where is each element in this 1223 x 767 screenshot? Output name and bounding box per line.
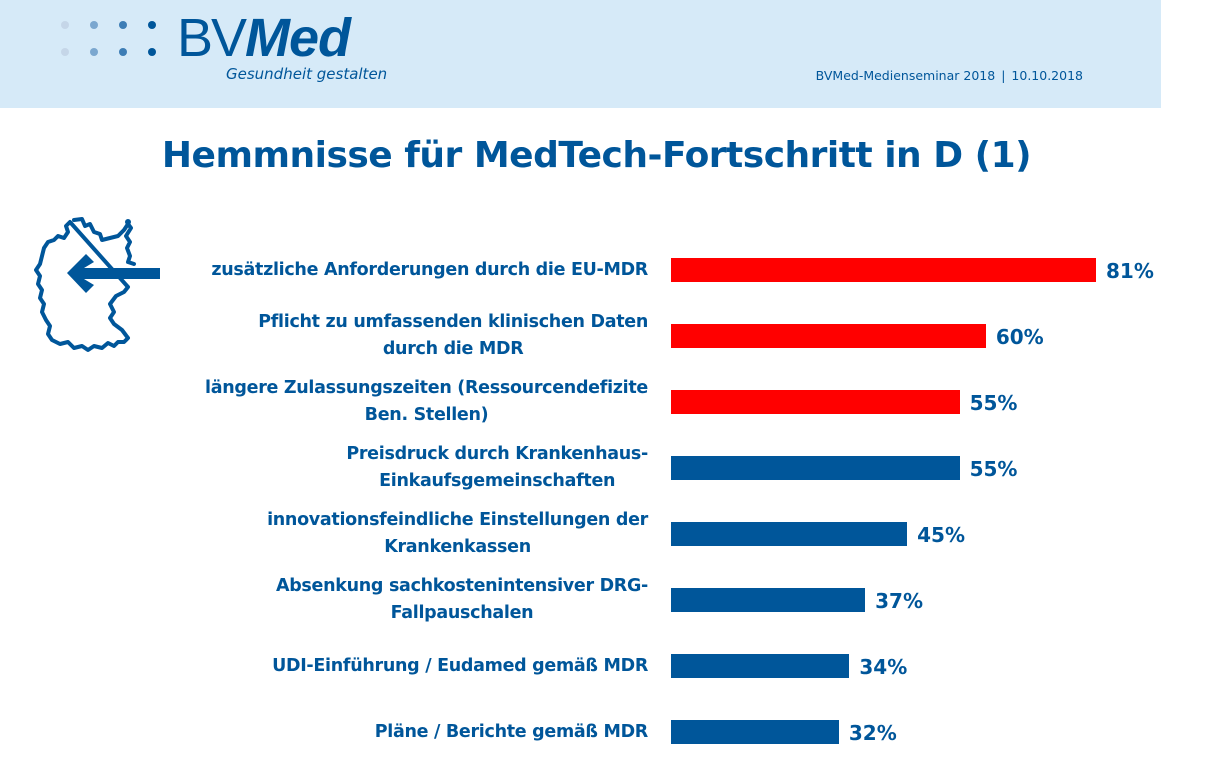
category-label: Pläne / Berichte gemäß MDR [178, 700, 649, 764]
bvmed-logo: BVMed [177, 8, 351, 68]
category-label: längere Zulassungszeiten (Ressourcendefi… [178, 370, 648, 434]
bar [671, 390, 960, 414]
bar [671, 654, 850, 678]
category-label-text: Preisdruck durch Krankenhaus- Einkaufsgem… [346, 444, 648, 491]
category-label: Pflicht zu umfassenden klinischen Daten d… [178, 304, 648, 368]
event-info: BVMed-Medienseminar 2018 | 10.10.2018 [816, 68, 1083, 83]
logo-dot [119, 48, 127, 56]
event-date: 10.10.2018 [1011, 68, 1083, 83]
logo-tagline: Gesundheit gestalten [226, 65, 388, 83]
logo-dot [90, 48, 98, 56]
bar [671, 720, 839, 744]
category-label: Absenkung sachkostenintensiver DRG- Fallp… [178, 568, 648, 632]
bar [671, 324, 986, 348]
germany-outline [34, 217, 136, 352]
category-label: innovationsfeindliche Einstellungen der K… [178, 502, 648, 566]
logo-text-regular: BV [177, 8, 247, 68]
logo-dot [148, 48, 156, 56]
bar [671, 456, 960, 480]
category-label: zusätzliche Anforderungen durch die EU-M… [178, 238, 648, 302]
arrow-left-icon [67, 254, 160, 293]
germany-map-icon [34, 217, 160, 352]
value-label: 55% [969, 391, 1018, 415]
category-label-text: Pflicht zu umfassenden klinischen Daten d… [258, 312, 648, 359]
value-label: 37% [875, 589, 923, 613]
category-label-text: UDI-Einführung / Eudamed gemäß MDR [272, 655, 648, 676]
value-label: 81% [1106, 259, 1154, 283]
bar [671, 258, 1096, 282]
category-label-text: zusätzliche Anforderungen durch die EU-M… [211, 259, 648, 280]
value-label: 55% [969, 457, 1018, 481]
category-label-text: Pläne / Berichte gemäß MDR [374, 721, 649, 742]
category-label-text: längere Zulassungszeiten (Ressourcendefi… [205, 378, 648, 425]
logo-dot [61, 48, 69, 56]
logo-dot [119, 21, 127, 29]
event-name: BVMed-Medienseminar 2018 [815, 68, 996, 83]
bar [671, 522, 908, 546]
event-separator: | [1001, 68, 1006, 83]
value-label: 32% [848, 721, 897, 745]
bar [671, 588, 866, 612]
logo-dot [90, 21, 98, 29]
logo-dot [61, 21, 69, 29]
logo-dot [148, 21, 156, 29]
value-label: 60% [995, 325, 1044, 349]
category-label-text: innovationsfeindliche Einstellungen der K… [267, 510, 648, 557]
header-band: BVMed Gesundheit gestalten BVMed-Mediens… [0, 0, 1161, 108]
category-label: Preisdruck durch Krankenhaus- Einkaufsgem… [178, 436, 648, 500]
logo-text-bold: Med [245, 8, 351, 68]
value-label: 45% [917, 523, 965, 547]
value-label: 34% [859, 655, 908, 679]
category-label-text: Absenkung sachkostenintensiver DRG- Fallp… [275, 576, 648, 623]
category-label: UDI-Einführung / Eudamed gemäß MDR [178, 634, 648, 698]
island-mark [125, 219, 131, 225]
slide-title: Hemmnisse für MedTech-Fortschritt in D (… [161, 135, 1032, 176]
